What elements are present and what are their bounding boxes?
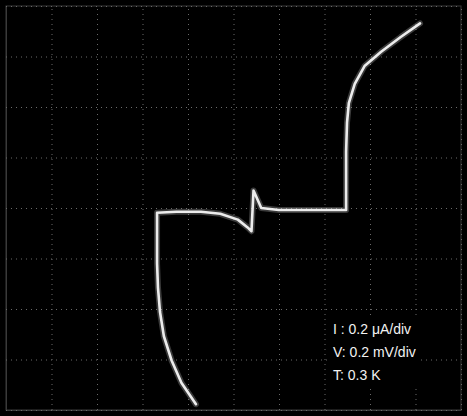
annotation: V: 0.2 mV/div	[333, 344, 416, 360]
y-grid-line	[6, 410, 461, 411]
annotation-background	[330, 319, 419, 385]
x-tick	[188, 6, 189, 410]
y-grid-line	[6, 57, 461, 58]
y-tick	[6, 410, 461, 411]
x-grid-line	[143, 6, 144, 410]
y-axis	[6, 7, 461, 411]
annotation: T: 0.3 K	[333, 367, 381, 383]
x-tick	[234, 6, 235, 410]
plot	[6, 6, 462, 411]
plot-frame	[6, 6, 461, 410]
x-grid-line	[97, 6, 98, 410]
x-axis-line	[7, 410, 462, 411]
y-tick	[6, 208, 461, 209]
y-grid-line	[6, 208, 461, 209]
y-grid-line	[6, 6, 461, 7]
y-grid-line	[6, 309, 461, 310]
chart: I : 0.2 μA/div V: 0.2 mV/div T: 0.3 K	[0, 0, 467, 416]
y-grid-line	[6, 158, 461, 159]
y-tick	[6, 107, 461, 108]
traces	[157, 23, 420, 404]
y-tick	[6, 309, 461, 310]
x-grid-line	[188, 6, 189, 410]
annotation: I : 0.2 μA/div	[333, 321, 411, 337]
y-grid-line	[6, 259, 461, 260]
y-grid-line	[6, 107, 461, 108]
x-axis	[7, 6, 462, 411]
background	[0, 0, 467, 416]
x-tick	[143, 6, 144, 410]
x-grid-line	[234, 6, 235, 410]
y-tick	[6, 6, 461, 7]
annotations: I : 0.2 μA/div V: 0.2 mV/div T: 0.3 K	[330, 319, 419, 385]
y-tick	[6, 158, 461, 159]
y-tick	[6, 259, 461, 260]
x-tick	[97, 6, 98, 410]
trace-glow	[157, 23, 420, 404]
x-grid-line	[461, 6, 462, 410]
x-tick	[461, 6, 462, 410]
y-tick	[6, 57, 461, 58]
trace	[157, 23, 420, 404]
